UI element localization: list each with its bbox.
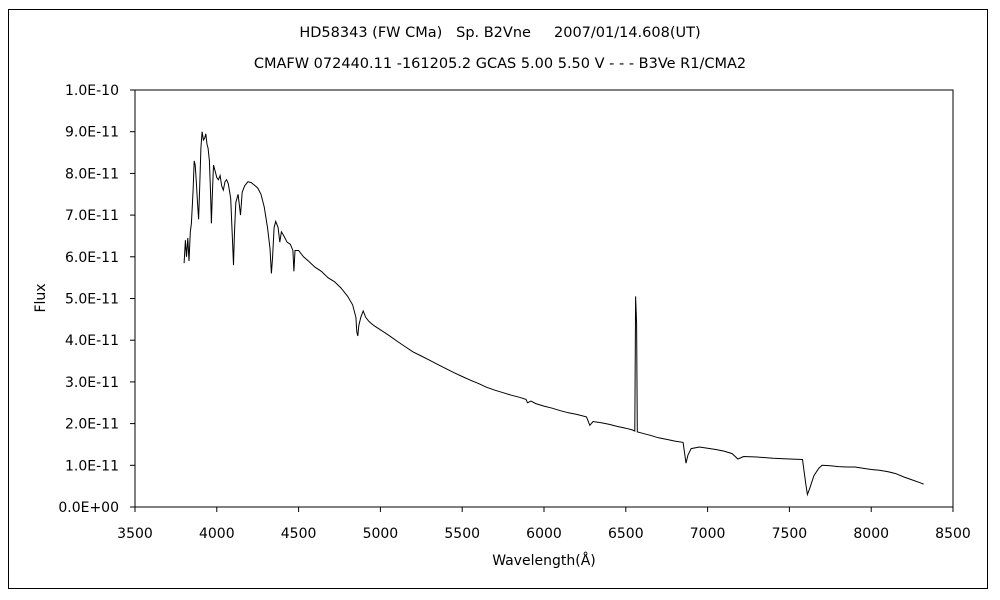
spectrum-line (183, 131, 924, 497)
y-axis-label: Flux (33, 283, 49, 312)
y-tick-label: 1.0E-11 (65, 458, 119, 474)
x-axis-ticks: 3500 4000 4500 5000 5500 6000 6500 7000 7500 8000… (117, 507, 971, 542)
x-tick-label: 6500 (608, 526, 644, 542)
y-tick-label: 4.0E-11 (65, 333, 119, 349)
x-tick-label: 3500 (117, 526, 153, 542)
y-tick-label: 1.0E-10 (65, 83, 119, 99)
x-tick-label: 8500 (935, 526, 971, 542)
y-tick-label: 0.0E+00 (58, 500, 119, 516)
x-axis-label: Wavelength(Å) (492, 552, 596, 569)
plot-area (134, 89, 954, 508)
x-tick-label: 7500 (772, 526, 808, 542)
chart-subtitle: CMAFW 072440.11 -161205.2 GCAS 5.00 5.50… (253, 56, 747, 72)
x-tick-label: 5500 (444, 526, 480, 542)
y-tick-label: 6.0E-11 (65, 250, 119, 266)
chart-title: HD58343 (FW CMa) Sp. B2Vne 2007/01/14.60… (299, 25, 701, 41)
y-tick-label: 7.0E-11 (65, 208, 119, 224)
chart-frame (8, 9, 988, 589)
y-axis-ticks: 0.0E+00 1.0E-11 2.0E-11 3.0E-11 4.0E-11 5.0E-… (58, 83, 135, 516)
y-tick-label: 5.0E-11 (65, 292, 119, 308)
y-tick-label: 8.0E-11 (65, 166, 119, 182)
x-tick-label: 5000 (363, 526, 399, 542)
y-tick-label: 9.0E-11 (65, 125, 119, 141)
y-tick-label: 2.0E-11 (65, 417, 119, 433)
x-tick-label: 8000 (853, 526, 889, 542)
x-tick-label: 7000 (690, 526, 726, 542)
x-tick-label: 6000 (526, 526, 562, 542)
x-tick-label: 4000 (199, 526, 235, 542)
x-tick-label: 4500 (281, 526, 317, 542)
y-tick-label: 3.0E-11 (65, 375, 119, 391)
